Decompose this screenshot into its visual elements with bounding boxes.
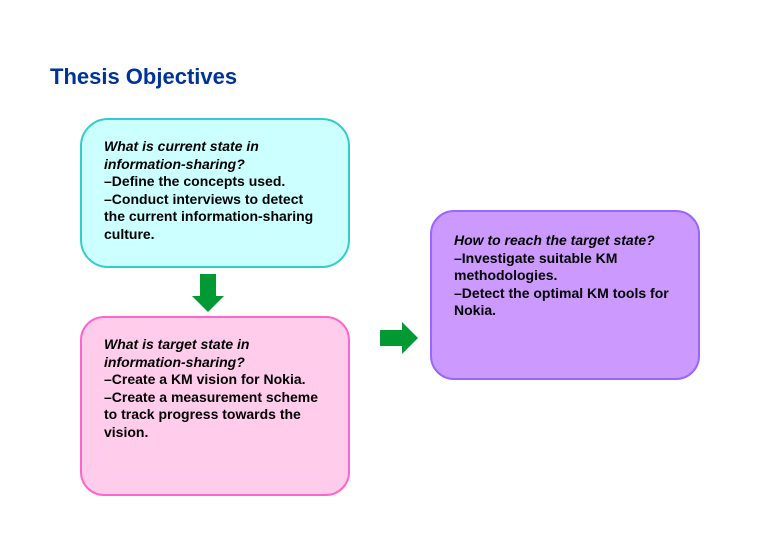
- arrow-shaft: [380, 330, 402, 346]
- arrow-head: [192, 296, 224, 312]
- slide-canvas: Thesis Objectives What is current state …: [0, 0, 780, 540]
- box-target-state: What is target state in information-shar…: [80, 316, 350, 496]
- bullet-item: Detect the optimal KM tools for Nokia.: [454, 285, 676, 320]
- box-current-state: What is current state in information-sha…: [80, 118, 350, 268]
- box-target-bullets: Create a KM vision for Nokia. Create a m…: [104, 371, 326, 441]
- box-how-bullets: Investigate suitable KM methodologies. D…: [454, 250, 676, 320]
- bullet-item: Investigate suitable KM methodologies.: [454, 250, 676, 285]
- arrow-shaft: [200, 274, 216, 296]
- box-how-question: How to reach the target state?: [454, 232, 655, 248]
- box-target-question: What is target state in information-shar…: [104, 336, 249, 370]
- bullet-item: Define the concepts used.: [104, 173, 326, 191]
- box-how-to-reach: How to reach the target state? Investiga…: [430, 210, 700, 380]
- bullet-item: Create a measurement scheme to track pro…: [104, 389, 326, 442]
- bullet-item: Conduct interviews to detect the current…: [104, 191, 326, 244]
- bullet-item: Create a KM vision for Nokia.: [104, 371, 326, 389]
- arrow-head: [402, 322, 418, 354]
- slide-title: Thesis Objectives: [50, 64, 237, 90]
- box-current-question: What is current state in information-sha…: [104, 138, 259, 172]
- box-current-bullets: Define the concepts used. Conduct interv…: [104, 173, 326, 243]
